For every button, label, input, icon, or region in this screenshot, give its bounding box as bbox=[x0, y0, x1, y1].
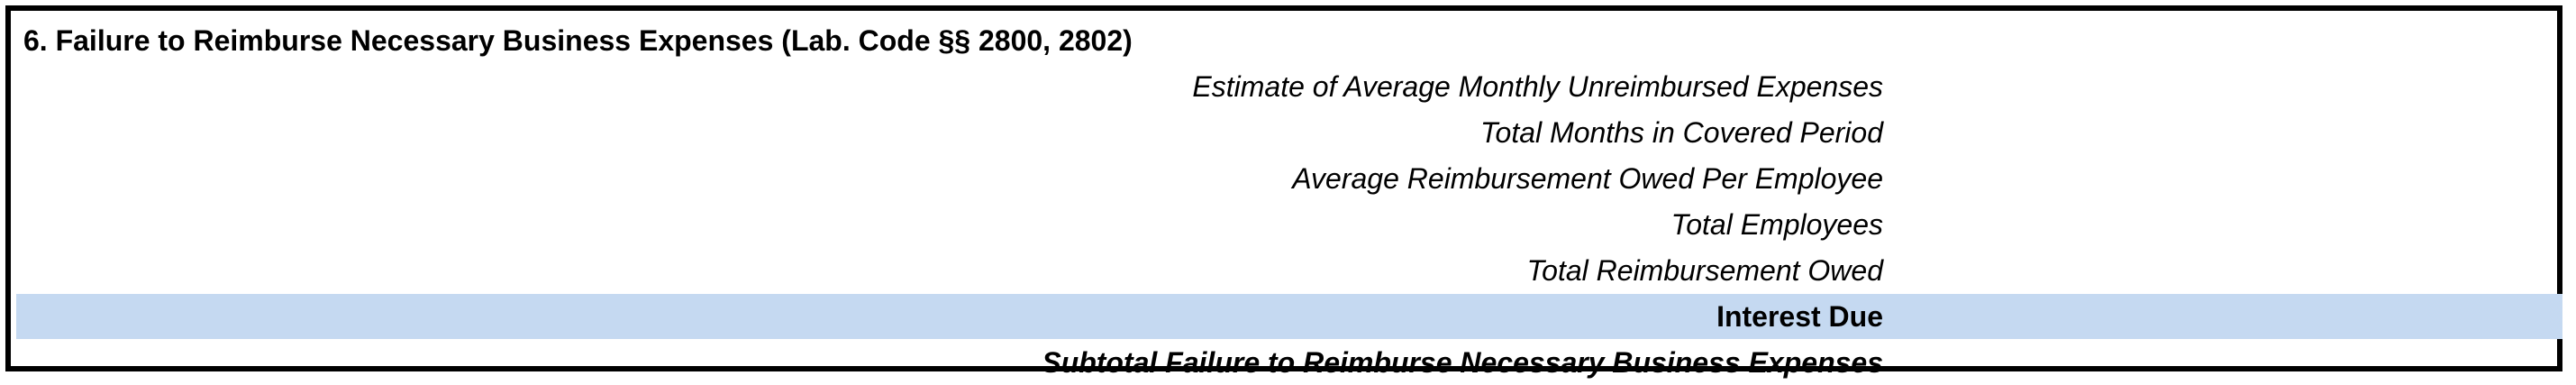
row-total-reimbursement-owed[interactable]: Total Reimbursement Owed bbox=[16, 248, 2562, 293]
row-avg-monthly-unreimbursed-expenses[interactable]: Estimate of Average Monthly Unreimbursed… bbox=[16, 64, 2562, 109]
section-header-row: 6. Failure to Reimburse Necessary Busine… bbox=[16, 18, 2562, 63]
row-label: Subtotal Failure to Reimburse Necessary … bbox=[1042, 346, 1883, 379]
row-label: Total Employees bbox=[1670, 208, 1883, 241]
section-frame: 6. Failure to Reimburse Necessary Busine… bbox=[5, 5, 2562, 379]
row-label: Average Reimbursement Owed Per Employee bbox=[1292, 162, 1883, 195]
row-total-employees[interactable]: Total Employees bbox=[16, 202, 2562, 247]
row-label: Total Reimbursement Owed bbox=[1526, 254, 1883, 287]
row-label: Total Months in Covered Period bbox=[1479, 116, 1883, 149]
section-title: 6. Failure to Reimburse Necessary Busine… bbox=[23, 24, 1133, 57]
row-label: Estimate of Average Monthly Unreimbursed… bbox=[1192, 70, 1883, 103]
row-subtotal[interactable]: Subtotal Failure to Reimburse Necessary … bbox=[16, 340, 2562, 385]
row-interest-due[interactable]: Interest Due bbox=[16, 294, 2562, 339]
row-label: Interest Due bbox=[1716, 300, 1883, 333]
row-total-months-covered-period[interactable]: Total Months in Covered Period bbox=[16, 110, 2562, 155]
row-avg-reimbursement-owed-per-employee[interactable]: Average Reimbursement Owed Per Employee bbox=[16, 156, 2562, 201]
